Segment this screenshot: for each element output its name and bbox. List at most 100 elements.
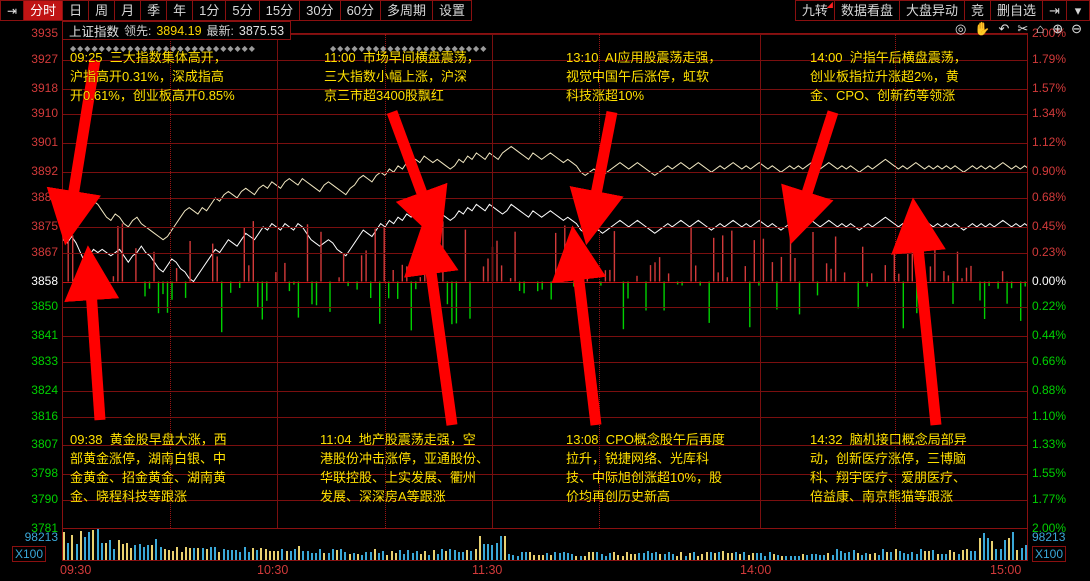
minute-delta-bar — [645, 281, 647, 311]
lock-icon[interactable]: ⌂ — [1036, 21, 1045, 36]
tab-settings[interactable]: 设置 — [433, 0, 473, 21]
tab-minute[interactable]: 分时 — [24, 0, 64, 21]
tab-60min-label: 60分 — [346, 3, 375, 18]
minute-delta-bar — [541, 281, 543, 290]
gridline — [63, 361, 1027, 363]
tab-5min-label: 5分 — [232, 3, 253, 18]
x-axis-tick: 15:00 — [990, 563, 1022, 577]
gridline — [63, 114, 1027, 116]
tab-quarter[interactable]: 季 — [141, 0, 168, 21]
minute-delta-bar — [713, 237, 715, 282]
btn-market-anomaly[interactable]: 大盘异动 — [898, 0, 964, 21]
volume-bar — [411, 552, 414, 560]
tab-30min[interactable]: 30分 — [300, 0, 341, 21]
eye-icon[interactable]: ◎ — [954, 21, 967, 36]
tab-year[interactable]: 年 — [167, 0, 194, 21]
annotation-1104: 11:04 地产股震荡走强，空 港股份冲击涨停，亚通股份、 华联控股、上实发展、… — [320, 432, 490, 504]
hand-icon[interactable]: ✋ — [974, 21, 991, 36]
volume-bar — [961, 550, 964, 560]
volume-bar — [596, 552, 599, 560]
y-right-tick: 2.00% — [1032, 521, 1067, 535]
volume-bar — [953, 551, 956, 560]
minute-delta-bar — [347, 281, 349, 287]
volume-bar — [315, 552, 317, 560]
tab-year-label: 年 — [173, 3, 187, 18]
volume-bar — [814, 553, 817, 560]
volume-bar — [478, 535, 481, 560]
gridline — [63, 281, 1027, 283]
minute-delta-bar — [451, 281, 453, 325]
y-left-tick: 3927 — [31, 51, 58, 66]
price-chart-plot[interactable] — [62, 33, 1028, 528]
minute-delta-bar — [943, 271, 945, 282]
volume-bar — [823, 554, 826, 560]
btn-dropdown[interactable]: ▾ — [1066, 0, 1090, 21]
tab-month[interactable]: 月 — [115, 0, 142, 21]
y-right-tick: 0.44% — [1032, 328, 1067, 343]
y-left-tick: 3816 — [31, 408, 58, 423]
btn-nine-turns[interactable]: 九转 ◢ — [794, 0, 834, 21]
tab-week[interactable]: 周 — [89, 0, 116, 21]
volume-bar — [407, 549, 410, 560]
volume-bar — [541, 554, 544, 560]
volume-bar — [1024, 544, 1027, 560]
tab-1min[interactable]: 1分 — [193, 0, 227, 21]
volume-bar — [113, 548, 116, 560]
volume-bar — [277, 550, 280, 560]
gridline — [63, 336, 1027, 338]
tab-multi-period[interactable]: 多周期 — [381, 0, 434, 21]
x-axis-tick: 14:00 — [740, 563, 772, 577]
volume-bar — [743, 552, 746, 560]
minute-delta-bar — [365, 250, 367, 282]
y-right-tick: 1.10% — [1032, 408, 1067, 423]
volume-bar — [911, 551, 914, 560]
volume-bar — [92, 530, 95, 560]
minute-delta-bar — [338, 277, 340, 282]
minute-delta-bar — [257, 281, 259, 308]
y-left-tick: 3892 — [31, 164, 58, 179]
undo-icon[interactable]: ↶ — [998, 21, 1010, 36]
zoom-out-icon[interactable]: ⊖ — [1071, 21, 1082, 36]
volume-bar — [71, 535, 74, 560]
y-right-tick: 1.34% — [1032, 106, 1067, 121]
volume-bar — [982, 532, 985, 560]
volume-bar — [403, 554, 406, 560]
volume-bar — [100, 542, 103, 560]
volume-bar — [394, 553, 397, 560]
volume-bar — [378, 553, 380, 560]
volume-bar — [970, 551, 973, 560]
btn-remove-watchlist[interactable]: 删自选 — [989, 0, 1042, 21]
volume-bar — [835, 548, 838, 560]
volume-bar — [890, 552, 893, 560]
minute-delta-bar — [261, 281, 263, 320]
volume-bar — [722, 551, 725, 560]
volume-bar — [537, 555, 540, 560]
volume-bar — [449, 549, 452, 560]
volume-bar — [79, 530, 82, 560]
minute-delta-bar — [311, 281, 313, 305]
scissors-icon[interactable]: ✂ — [1017, 21, 1029, 36]
tab-5min[interactable]: 5分 — [226, 0, 260, 21]
zoom-in-icon[interactable]: ⊕ — [1052, 21, 1064, 36]
volume-pane[interactable] — [62, 528, 1028, 561]
volume-bar — [365, 552, 368, 560]
volume-bar — [894, 548, 897, 560]
arrow-1308 — [551, 225, 607, 426]
btn-bid[interactable]: 竞 — [963, 0, 990, 21]
symbol-titlebar: 上证指数 领先: 3894.19 最新: 3875.53 — [62, 21, 292, 40]
btn-next-nav[interactable]: ⇥ — [1042, 0, 1066, 21]
gridline — [63, 34, 1027, 35]
tab-60min[interactable]: 60分 — [340, 0, 382, 21]
btn-data-board[interactable]: 数据看盘 — [833, 0, 899, 21]
tab-15min[interactable]: 15分 — [259, 0, 301, 21]
volume-bar — [483, 543, 485, 560]
prev-nav-label: ⇥ — [7, 3, 18, 18]
tab-day[interactable]: 日 — [63, 0, 90, 21]
prev-nav[interactable]: ⇥ — [0, 0, 25, 21]
minute-delta-bar — [148, 281, 151, 289]
toolbar-right-group: 九转 ◢ 数据看盘 大盘异动竞删自选 ⇥ ▾ — [794, 0, 1090, 21]
minute-delta-bar — [997, 281, 999, 289]
minute-delta-bar — [1020, 281, 1022, 321]
tab-minute-label: 分时 — [30, 3, 57, 18]
minute-delta-bar — [1010, 281, 1013, 289]
